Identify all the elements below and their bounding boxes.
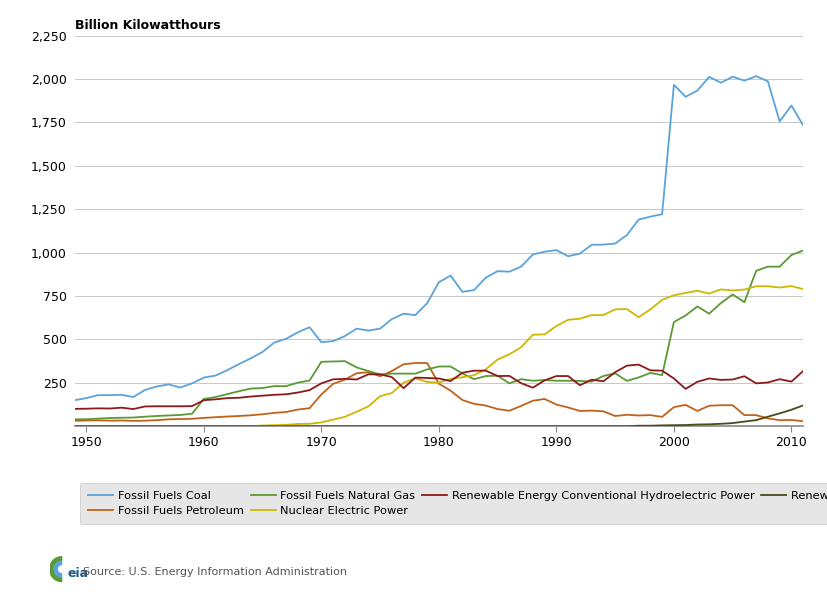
Fossil Fuels Natural Gas xyxy=(269,382,279,390)
Nuclear Electric Power xyxy=(410,375,420,382)
Line: Nuclear Electric Power: Nuclear Electric Power xyxy=(74,286,802,426)
Text: eia: eia xyxy=(68,567,89,580)
Nuclear Electric Power xyxy=(293,420,303,427)
Renewable Energy Conventional Hydroelectric Power xyxy=(69,406,79,413)
Renewable Energy Wind xyxy=(269,423,279,430)
Renewable Energy Conventional Hydroelectric Power xyxy=(586,376,596,383)
Fossil Fuels Petroleum xyxy=(410,359,420,366)
Fossil Fuels Petroleum xyxy=(422,359,432,366)
Renewable Energy Conventional Hydroelectric Power xyxy=(128,406,138,413)
Renewable Energy Wind xyxy=(410,423,420,430)
Fossil Fuels Natural Gas xyxy=(786,252,796,259)
Renewable Energy Wind xyxy=(69,423,79,430)
Fossil Fuels Coal xyxy=(269,339,279,346)
Line: Renewable Energy Wind: Renewable Energy Wind xyxy=(74,406,802,426)
Nuclear Electric Power xyxy=(774,284,784,291)
Renewable Energy Conventional Hydroelectric Power xyxy=(280,391,290,398)
Renewable Energy Wind xyxy=(786,406,796,413)
Fossil Fuels Coal xyxy=(433,279,443,286)
Fossil Fuels Coal xyxy=(750,73,760,80)
Fossil Fuels Coal xyxy=(574,250,584,257)
Polygon shape xyxy=(54,561,61,577)
Text: Source: U.S. Energy Information Administration: Source: U.S. Energy Information Administ… xyxy=(83,567,347,577)
Fossil Fuels Coal xyxy=(786,102,796,109)
Text: Billion Kilowatthours: Billion Kilowatthours xyxy=(74,18,220,31)
Fossil Fuels Petroleum xyxy=(69,417,79,424)
Renewable Energy Conventional Hydroelectric Power xyxy=(422,374,432,381)
Renewable Energy Conventional Hydroelectric Power xyxy=(797,368,807,375)
Fossil Fuels Natural Gas xyxy=(293,379,303,386)
Line: Renewable Energy Conventional Hydroelectric Power: Renewable Energy Conventional Hydroelect… xyxy=(74,365,802,409)
Nuclear Electric Power xyxy=(574,315,584,322)
Fossil Fuels Petroleum xyxy=(586,407,596,414)
Fossil Fuels Natural Gas xyxy=(433,363,443,370)
Fossil Fuels Coal xyxy=(797,122,807,129)
Renewable Energy Wind xyxy=(433,423,443,430)
Renewable Energy Conventional Hydroelectric Power xyxy=(445,378,455,385)
Line: Fossil Fuels Petroleum: Fossil Fuels Petroleum xyxy=(74,363,802,421)
Polygon shape xyxy=(50,556,61,581)
Fossil Fuels Natural Gas xyxy=(574,377,584,384)
Fossil Fuels Natural Gas xyxy=(797,247,807,254)
Renewable Energy Wind xyxy=(797,402,807,409)
Fossil Fuels Natural Gas xyxy=(69,416,79,423)
Fossil Fuels Coal xyxy=(293,329,303,336)
Line: Fossil Fuels Natural Gas: Fossil Fuels Natural Gas xyxy=(74,250,802,419)
Nuclear Electric Power xyxy=(797,285,807,292)
Renewable Energy Conventional Hydroelectric Power xyxy=(633,361,643,368)
Fossil Fuels Natural Gas xyxy=(410,370,420,377)
Fossil Fuels Coal xyxy=(69,397,79,404)
Renewable Energy Wind xyxy=(574,423,584,430)
Line: Fossil Fuels Coal: Fossil Fuels Coal xyxy=(74,76,802,400)
Nuclear Electric Power xyxy=(69,423,79,430)
Fossil Fuels Petroleum xyxy=(293,406,303,413)
Nuclear Electric Power xyxy=(269,422,279,429)
Fossil Fuels Petroleum xyxy=(269,409,279,416)
Fossil Fuels Petroleum xyxy=(445,387,455,394)
Fossil Fuels Coal xyxy=(410,311,420,318)
Legend: Fossil Fuels Coal, Fossil Fuels Petroleum, Fossil Fuels Natural Gas, Nuclear Ele: Fossil Fuels Coal, Fossil Fuels Petroleu… xyxy=(80,482,827,525)
Fossil Fuels Petroleum xyxy=(786,416,796,423)
Fossil Fuels Petroleum xyxy=(797,417,807,424)
Nuclear Electric Power xyxy=(786,282,796,289)
Renewable Energy Conventional Hydroelectric Power xyxy=(786,378,796,385)
Renewable Energy Wind xyxy=(293,423,303,430)
Renewable Energy Conventional Hydroelectric Power xyxy=(304,387,314,394)
Nuclear Electric Power xyxy=(433,379,443,386)
